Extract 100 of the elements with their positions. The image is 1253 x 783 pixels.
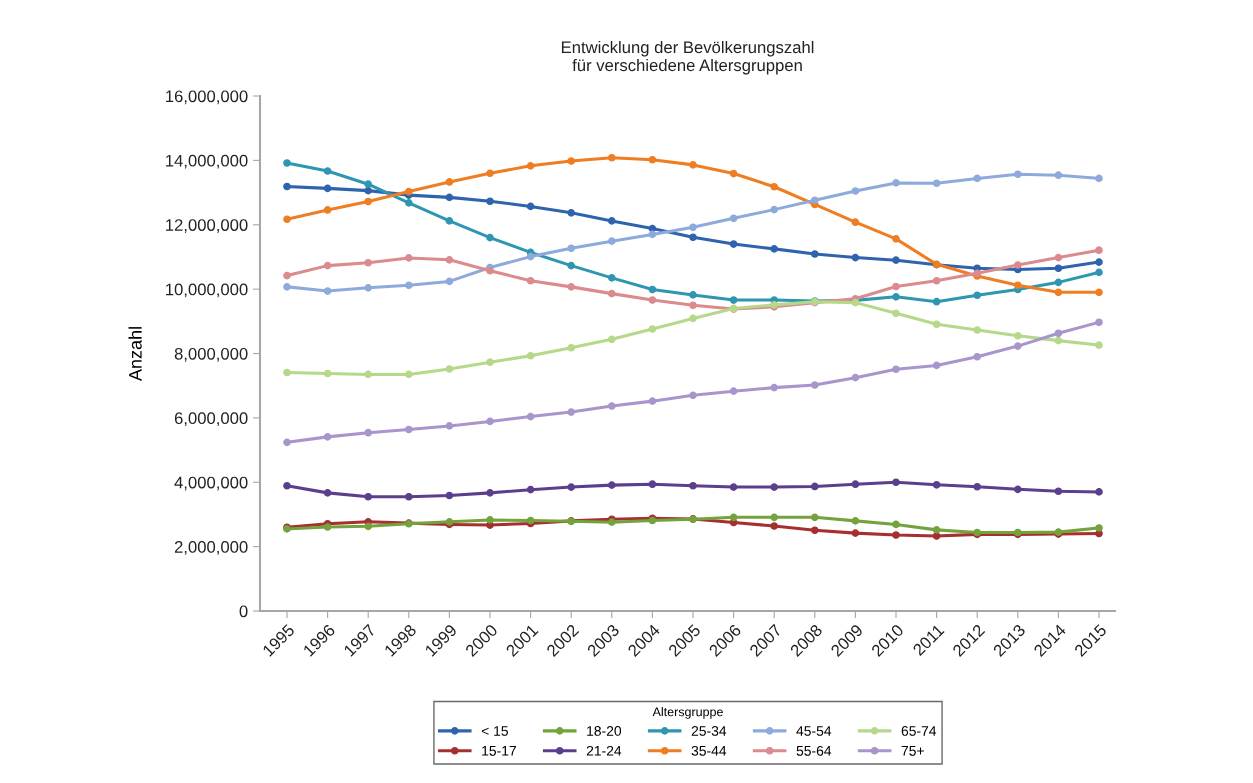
point [689,223,697,232]
legend-label: 75+ [901,746,924,756]
point [486,197,494,206]
point [729,483,738,491]
legend-title: Altersgruppe [652,707,723,719]
point [932,526,941,534]
point [607,237,616,245]
point [729,214,738,223]
y-tick-label: 2,000,000 [174,541,248,555]
point [364,284,373,292]
point [445,277,454,286]
point [526,485,535,494]
point [892,365,900,374]
point [770,513,779,522]
point [1013,261,1022,269]
point [892,531,900,539]
point [729,169,738,178]
point [648,296,657,304]
point [1095,524,1103,532]
point [404,199,413,207]
point [973,291,982,300]
point [283,215,291,224]
point [364,180,373,189]
point [932,276,941,285]
legend-label: 25-34 [691,726,727,736]
point [648,285,657,294]
point [323,489,332,497]
point [283,159,291,167]
point [364,522,373,531]
point [892,235,900,243]
point [851,218,860,226]
point [526,252,535,261]
point [323,261,332,270]
chart-title: Entwicklung der Bevölkerungszahl für verschiedene Altersgruppen [561,40,814,75]
point [567,157,576,165]
point [364,370,373,379]
y-tick-label: 4,000,000 [174,476,248,491]
point [607,274,616,282]
point [648,325,657,333]
point [689,391,697,400]
point [1095,174,1103,183]
point [364,197,373,206]
legend-label: 35-44 [691,745,727,756]
point [973,326,982,334]
legend-label: 55-64 [796,745,832,756]
point [404,492,413,501]
point [607,217,616,225]
point [445,256,454,264]
point [1095,318,1103,327]
point [689,161,697,169]
point [770,205,779,214]
point [892,293,900,301]
point [486,358,494,367]
point [1013,331,1022,340]
point [810,381,819,389]
point [607,481,616,489]
point [445,365,454,373]
point [770,483,779,491]
point [1095,246,1103,254]
point [283,271,291,280]
y-tick-label: 14,000,000 [166,154,248,169]
point [648,230,657,239]
legend-label: < 15 [481,726,508,736]
point [689,233,697,242]
point [851,480,860,489]
point [810,513,819,522]
point [486,417,494,426]
point [567,343,576,352]
point [810,482,819,491]
point [770,245,779,253]
y-tick-label: 10,000,000 [166,283,248,298]
y-tick-label: 8,000,000 [174,347,248,362]
point [851,253,860,262]
point [729,240,738,248]
point [1095,488,1103,496]
point [404,370,413,379]
point [810,196,819,205]
point [364,428,373,437]
point [486,516,494,524]
point [445,491,454,500]
point [445,193,454,202]
point [323,433,332,441]
legend-label: 18-20 [587,726,622,736]
point [892,309,900,318]
point [932,320,941,329]
point [283,481,291,490]
point [689,481,697,490]
point [323,369,332,378]
point [323,184,332,193]
point [404,254,413,262]
point [567,261,576,270]
point [810,250,819,258]
y-tick-label: 6,000,000 [174,412,248,427]
point [648,397,657,405]
legend-label: 15-17 [482,746,516,756]
point [567,283,576,291]
point [445,422,454,430]
point [973,352,982,361]
point [1013,485,1022,494]
point [932,361,941,370]
